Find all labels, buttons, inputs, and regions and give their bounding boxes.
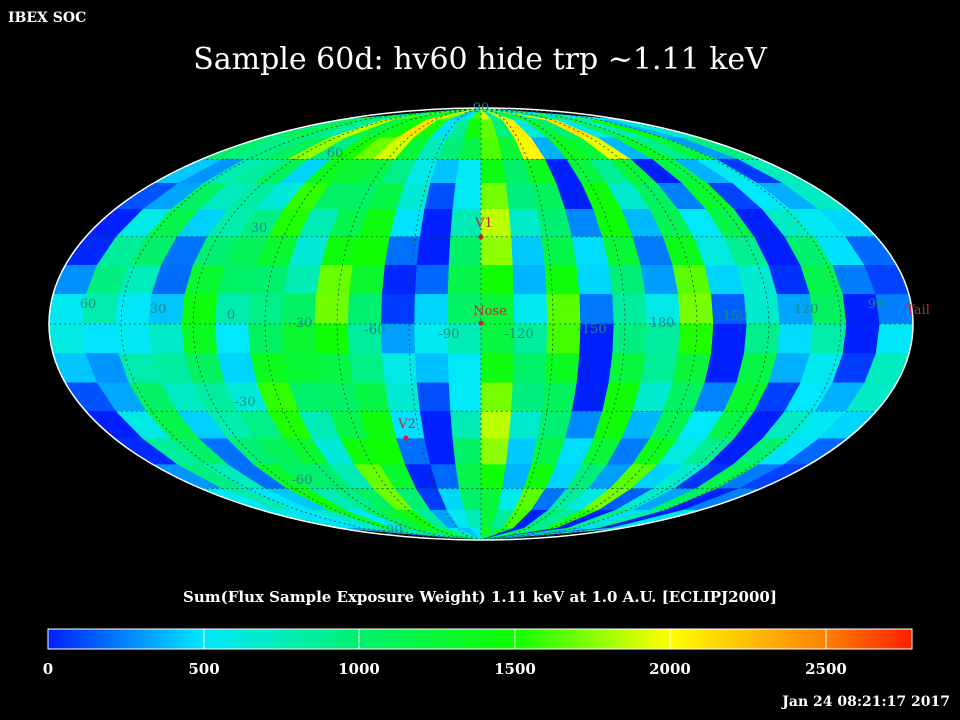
- lat-label-neg30: -30: [235, 395, 256, 410]
- marker-label-v2: V2: [397, 417, 416, 432]
- lon-label-180: 180: [650, 316, 675, 331]
- lon-label-90: 90: [868, 297, 885, 312]
- lat-label-90: 90: [473, 101, 490, 116]
- lat-label-30: 30: [251, 221, 268, 236]
- colorbar-tick-2000: 2000: [649, 660, 691, 678]
- marker-dot-v2: [403, 435, 409, 441]
- lon-label-neg30: -30: [292, 316, 313, 331]
- marker-dot-v1: [478, 234, 484, 240]
- lon-label-120: 120: [794, 302, 819, 317]
- colorbar-tick-1500: 1500: [494, 660, 536, 678]
- lon-label-0: 0: [227, 308, 235, 323]
- lat-label-neg60: -60: [292, 473, 313, 488]
- lat-label-neg90: -90: [382, 523, 403, 538]
- map-title: Sample 60d: hv60 hide trp ~1.11 keV: [193, 42, 767, 77]
- timestamp: Jan 24 08:21:17 2017: [782, 694, 950, 710]
- colorbar: [47, 628, 913, 650]
- marker-dot-nose: [478, 320, 484, 326]
- lon-label-60: 60: [80, 297, 97, 312]
- colorbar-tick-2500: 2500: [805, 660, 847, 678]
- corner-label: IBEX SOC: [8, 10, 87, 26]
- colorbar-tick-1000: 1000: [338, 660, 380, 678]
- marker-label-nose: Nose: [473, 304, 507, 319]
- lon-label-neg60: -60: [365, 323, 386, 338]
- marker-label-tail: Tail: [906, 303, 930, 318]
- map-boundary: [48, 107, 914, 541]
- lon-label-30: 30: [150, 302, 167, 317]
- lon-label-neg150: -150: [577, 322, 606, 337]
- colorbar-tick-500: 500: [188, 660, 220, 678]
- lon-label-neg120: -120: [504, 327, 533, 342]
- colorbar-tick-0: 0: [42, 660, 54, 678]
- lat-label-60: 60: [327, 146, 344, 161]
- colorbar-ticks: [203, 629, 827, 649]
- map-flux-bands: [49, 108, 913, 540]
- lon-label-150: 150: [723, 309, 748, 324]
- colorbar-label: Sum(Flux Sample Exposure Weight) 1.11 ke…: [183, 588, 777, 606]
- lon-label-neg90: -90: [439, 327, 460, 342]
- marker-label-v1: V1: [474, 216, 493, 231]
